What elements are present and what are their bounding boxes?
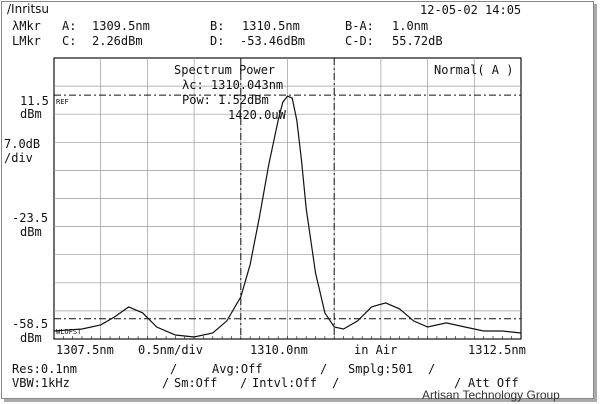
status-separator: / (240, 376, 248, 390)
brand-logo: /Inritsu (7, 2, 50, 16)
marker-d-label: D: (210, 34, 225, 48)
averaging: Avg:Off (212, 362, 263, 376)
bottom-level-unit: dBm (20, 331, 42, 345)
marker-a-label: A: (62, 19, 77, 33)
mid-level-unit: dBm (20, 225, 42, 239)
marker-lines (54, 58, 521, 339)
status-separator: / (162, 376, 170, 390)
sampling-points: Smplg:501 (348, 362, 414, 376)
status-separator: / (320, 362, 328, 376)
scale-unit: /div (4, 151, 33, 165)
x-start-wavelength: 1307.5nm (56, 343, 114, 357)
smoothing: Sm:Off (174, 376, 218, 390)
center-wavelength: λc: 1310.043nm (182, 78, 284, 92)
marker-a-value: 1309.5nm (92, 19, 150, 33)
marker-d-value: -53.46dBm (240, 34, 306, 48)
attenuator: Att Off (468, 376, 519, 390)
plot-grid (53, 57, 522, 340)
interval: Intvl:Off (252, 376, 318, 390)
marker-c-value: 2.26dBm (92, 34, 143, 48)
power-uw: 1420.0uW (228, 108, 286, 122)
mid-level-value: -23.5 (12, 211, 49, 225)
marker-ba-label: B-A: (345, 19, 374, 33)
analyzer-screen: /Inritsu 12-05-02 14:05 λMkr A: 1309.5nm… (1, 1, 594, 399)
x-medium: in Air (354, 343, 398, 357)
status-separator: / (428, 362, 436, 376)
marker-b-value: 1310.5nm (242, 19, 300, 33)
bottom-level-value: -58.5 (12, 317, 49, 331)
marker-cd-label: C-D: (345, 34, 374, 48)
resolution: Res:0.1nm (12, 362, 78, 376)
marker-ba-value: 1.0nm (392, 19, 429, 33)
status-separator: / (170, 362, 178, 376)
watermark: Artisan Technology Group (422, 388, 560, 402)
ref-level-value: 11.5 (20, 94, 49, 108)
trace-mode: Normal( A ) (434, 63, 514, 77)
x-center-wavelength: 1310.0nm (250, 343, 308, 357)
ref-level-unit: dBm (20, 107, 42, 121)
spectrum-trace (53, 95, 522, 338)
marker-c-label: C: (62, 34, 77, 48)
level-marker-label: LMkr (12, 34, 41, 48)
status-separator: / (454, 376, 462, 390)
power-dbm: Pow: 1.52dBm (182, 93, 269, 107)
video-bandwidth: VBW:1kHz (12, 376, 70, 390)
wavelength-marker-label: λMkr (12, 19, 41, 33)
status-separator: / (332, 376, 340, 390)
marker-b-label: B: (210, 19, 225, 33)
wl-offset-tag: WLOFST (56, 328, 82, 336)
x-stop-wavelength: 1312.5nm (468, 343, 526, 357)
x-span-per-div: 0.5nm/div (138, 343, 204, 357)
marker-cd-value: 55.72dB (392, 34, 443, 48)
datetime: 12-05-02 14:05 (420, 3, 522, 17)
analysis-title: Spectrum Power (174, 63, 276, 77)
spectrum-plot (53, 57, 522, 340)
ref-tag: REF (56, 98, 69, 106)
scale-value: 7.0dB (4, 137, 41, 151)
